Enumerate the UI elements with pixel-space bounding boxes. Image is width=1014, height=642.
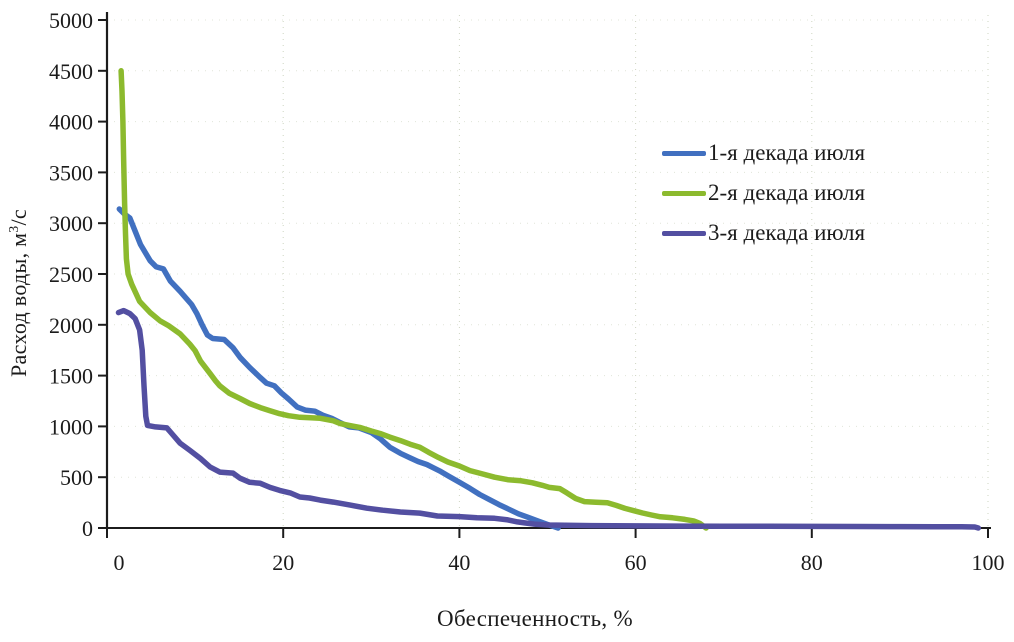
legend-item-decade-3: 3-я декада июля bbox=[662, 213, 865, 253]
x-tick-label-60: 60 bbox=[625, 550, 647, 575]
legend-label: 2-я декада июля bbox=[708, 180, 866, 205]
legend-line-swatch-decade-1 bbox=[662, 150, 706, 156]
legend-item-decade-2: 2-я декада июля bbox=[662, 173, 865, 213]
y-tick-label-500: 500 bbox=[60, 465, 93, 490]
legend-item-decade-1: 1-я декада июля bbox=[662, 133, 865, 173]
legend-label: 1-я декада июля bbox=[708, 140, 866, 165]
y-tick-label-0: 0 bbox=[82, 516, 93, 541]
legend-line-swatch-decade-2 bbox=[662, 190, 706, 196]
curve-decade-2-july bbox=[118, 68, 709, 531]
y-tick-label-4500: 4500 bbox=[49, 59, 93, 84]
x-tick-label-0: 0 bbox=[114, 550, 125, 575]
y-tick-label-5000: 5000 bbox=[49, 8, 93, 33]
x-tick-label-100: 100 bbox=[972, 550, 1005, 575]
curve-decade-1-july bbox=[116, 206, 561, 531]
y-axis-title-superscript: 3 bbox=[5, 225, 21, 233]
y-tick-label-2000: 2000 bbox=[49, 313, 93, 338]
y-axis-title-text: Расход воды, м bbox=[6, 232, 32, 378]
y-axis-title: Расход воды, м3/с bbox=[6, 209, 32, 377]
legend: 1-я декада июля 2-я декада июля 3-я дека… bbox=[662, 133, 865, 253]
y-axis-title-units: /с bbox=[6, 208, 32, 226]
y-tick-label-4000: 4000 bbox=[49, 110, 93, 135]
x-tick-label-20: 20 bbox=[272, 550, 294, 575]
curve-decade-3-july bbox=[115, 307, 982, 531]
y-tick-label-1000: 1000 bbox=[49, 414, 93, 439]
y-tick-label-1500: 1500 bbox=[49, 364, 93, 389]
legend-label: 3-я декада июля bbox=[708, 220, 866, 245]
legend-line-swatch-decade-3 bbox=[662, 230, 706, 236]
x-tick-label-80: 80 bbox=[801, 550, 823, 575]
y-tick-label-3500: 3500 bbox=[49, 160, 93, 185]
x-tick-label-40: 40 bbox=[448, 550, 470, 575]
x-axis-title: Обеспеченность, % bbox=[437, 606, 633, 631]
y-tick-label-2500: 2500 bbox=[49, 262, 93, 287]
y-tick-label-3000: 3000 bbox=[49, 211, 93, 236]
